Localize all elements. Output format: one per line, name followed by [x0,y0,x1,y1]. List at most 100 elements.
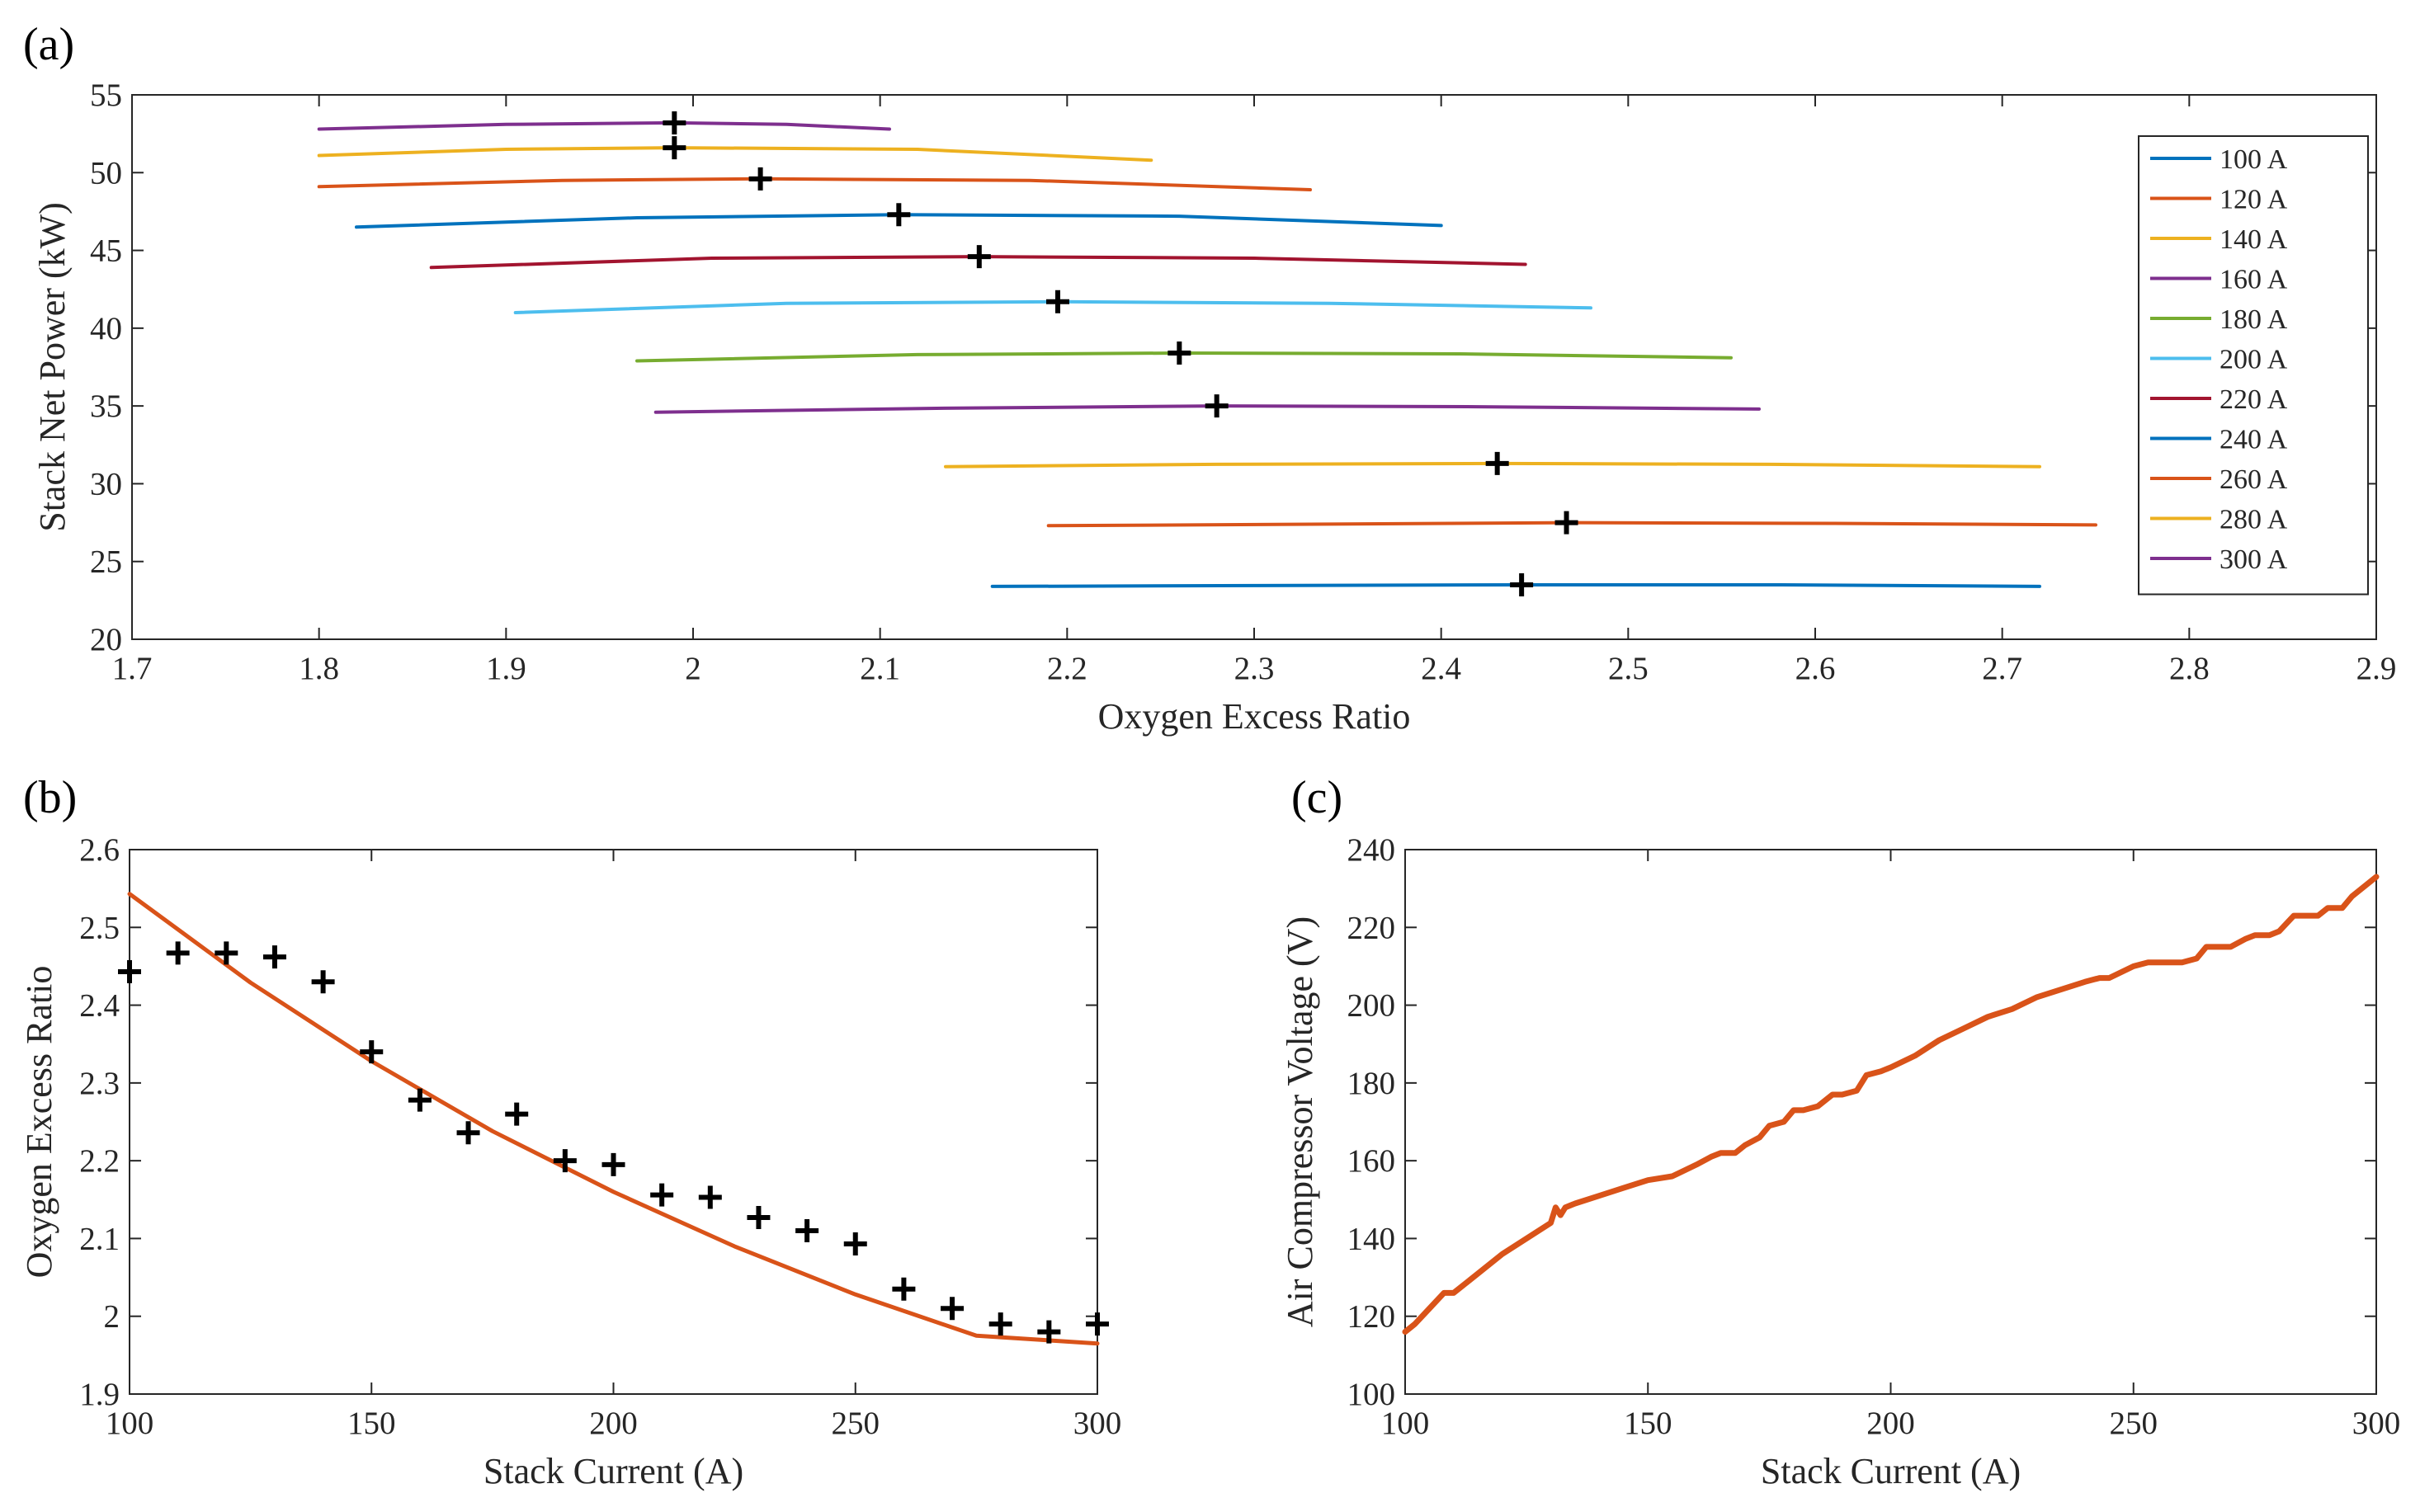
series-line [317,146,1153,163]
optimum-marker [887,203,911,227]
y-tick-label: 140 [1347,1221,1396,1256]
y-tick-label: 120 [1347,1299,1396,1335]
y-axis-label: Stack Net Power (kW) [32,202,73,532]
y-tick-label: 100 [1347,1377,1396,1412]
optimum-marker [663,111,686,134]
voltage-line [1402,874,2380,1335]
x-tick-label: 2.2 [1047,651,1087,686]
data-point [408,1088,432,1112]
legend-entry: 260 A [2220,464,2288,495]
x-tick-label: 300 [1073,1406,1122,1441]
plot-b: 100 150 200 250 300 1.9 2 2.1 2.2 2.3 2.4 2.5 2.6 Sta… [19,832,1121,1491]
data-point [553,1149,577,1173]
x-tick-label: 2.3 [1234,651,1275,686]
x-tick-label: 300 [2352,1406,2401,1441]
y-tick-label: 2.6 [79,832,120,868]
y-tick-label: 220 [1347,910,1396,945]
optimum-marker [1205,394,1229,418]
optimum-marker [663,136,686,160]
series-line [317,120,891,131]
y-tick-label: 25 [90,544,122,580]
x-tick-label: 2.1 [860,651,900,686]
data-point [988,1312,1012,1336]
x-tick-label: 2.7 [1982,651,2022,686]
y-tick-label: 35 [90,389,122,424]
x-axis-label: Stack Current (A) [1761,1451,2021,1491]
legend-entry: 200 A [2220,345,2288,375]
x-tick-label: 2.5 [1608,651,1649,686]
data-point [215,941,238,965]
y-tick-label: 240 [1347,832,1396,868]
panel-a-label: (a) [23,19,74,70]
data-point [311,970,335,994]
data-point [747,1205,771,1229]
data-point [843,1232,867,1256]
y-tick-label: 50 [90,155,122,191]
y-tick-label: 180 [1347,1066,1396,1101]
legend-entry: 280 A [2220,505,2288,535]
data-point [1086,1312,1109,1336]
x-tick-label: 1.8 [299,651,339,686]
optimum-marker [1485,451,1509,475]
axes-frame [1404,849,2377,1395]
x-tick-label: 200 [589,1406,638,1441]
y-tick-label: 20 [90,622,122,657]
x-tick-label: 250 [2110,1406,2158,1441]
data-point [650,1183,674,1207]
y-tick-label: 55 [90,78,122,113]
x-tick-label: 1.9 [486,651,526,686]
data-point [262,945,286,969]
data-point [166,941,190,965]
y-tick-label: 2.4 [79,988,120,1024]
y-tick-label: 45 [90,233,122,269]
legend-entry: 300 A [2220,544,2288,575]
optimum-marker [967,245,991,269]
data-point [795,1219,819,1242]
y-tick-label: 160 [1347,1143,1396,1179]
y-tick-label: 2.5 [79,910,120,945]
y-tick-label: 2 [104,1299,120,1335]
x-tick-label: 150 [1624,1406,1672,1441]
panel-c-label: (c) [1291,772,1342,823]
data-point [698,1185,722,1209]
x-tick-label: 150 [347,1406,396,1441]
x-tick-label: 1.7 [112,651,153,686]
optimum-marker [1554,511,1578,535]
data-point [118,960,141,984]
x-tick-label: 2.6 [1795,651,1836,686]
data-point [505,1102,529,1126]
y-axis-label: Air Compressor Voltage (V) [1280,916,1320,1327]
x-tick-label: 100 [1381,1406,1430,1441]
legend-entry: 140 A [2220,224,2288,255]
legend-entry: 160 A [2220,265,2288,295]
data-point [601,1152,625,1176]
plot-c: 100 150 200 250 300 100 120 140 160 180 200 220 240 S… [1280,832,2400,1491]
data-point [941,1297,965,1321]
x-tick-label: 100 [106,1406,154,1441]
y-tick-label: 2.1 [79,1221,120,1256]
fit-curve [127,892,1100,1346]
y-axis-label: Oxygen Excess Ratio [19,966,59,1279]
data-point [1037,1320,1061,1344]
y-tick-label: 1.9 [79,1377,120,1412]
x-axis-label: Stack Current (A) [484,1451,743,1491]
x-tick-label: 200 [1866,1406,1915,1441]
x-tick-label: 2.8 [2169,651,2210,686]
panel-b-label: (b) [23,772,77,823]
data-point [360,1040,384,1064]
x-tick-label: 2 [685,651,701,686]
plot-a: 1.7 1.8 1.9 2 2.1 2.2 2.3 2.4 2.5 2.6 2.7 2.8 2.9 20 2… [32,78,2396,737]
data-point [892,1277,916,1301]
x-axis-label: Oxygen Excess Ratio [1098,696,1411,737]
x-tick-label: 2.4 [1421,651,1461,686]
optimum-marker [1168,341,1191,365]
y-tick-label: 40 [90,311,122,346]
axes-frame [131,94,2377,640]
optimum-marker [1046,290,1069,313]
data-point [456,1121,480,1145]
legend-entry: 100 A [2220,144,2288,175]
legend-entry: 120 A [2220,185,2288,215]
y-tick-label: 2.2 [79,1143,120,1179]
x-tick-label: 2.9 [2356,651,2397,686]
